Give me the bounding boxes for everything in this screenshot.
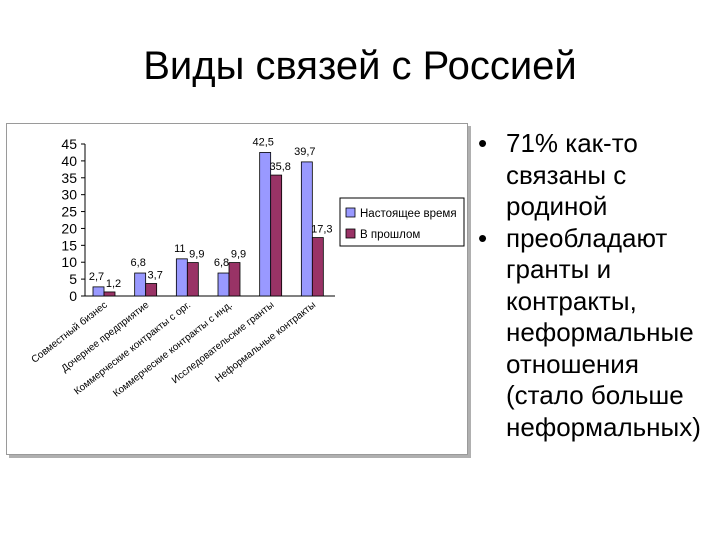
bar-past xyxy=(103,291,116,297)
bar-current xyxy=(217,272,230,297)
bullet-item: • преобладают гранты и контракты, неформ… xyxy=(478,223,718,444)
bar-current xyxy=(92,286,105,297)
y-tick-label: 30 xyxy=(61,187,77,203)
data-label: 1,2 xyxy=(106,278,121,290)
bar-current xyxy=(134,272,147,297)
bar-past xyxy=(145,283,158,297)
data-label: 17,3 xyxy=(311,224,332,236)
y-tick-label: 35 xyxy=(61,170,77,186)
legend-swatch-current xyxy=(345,207,356,218)
bar-past xyxy=(186,262,199,297)
y-tick-label: 45 xyxy=(61,136,77,152)
data-label: 6,8 xyxy=(214,257,229,269)
bullet-text: 71% как-то связаны с родиной xyxy=(506,128,638,221)
bar-current xyxy=(300,161,313,297)
data-label: 6,8 xyxy=(131,257,146,269)
data-label: 9,9 xyxy=(231,249,246,261)
data-label: 39,7 xyxy=(294,146,315,158)
bullet-marker: • xyxy=(478,222,488,253)
y-tick-label: 15 xyxy=(61,237,77,253)
data-label: 35,8 xyxy=(269,161,290,173)
y-tick-label: 5 xyxy=(69,271,77,287)
data-label: 2,7 xyxy=(89,271,104,283)
bar-current xyxy=(175,258,188,297)
data-label: 11 xyxy=(174,243,185,255)
data-label: 42,5 xyxy=(252,136,273,148)
bar-past xyxy=(228,262,241,297)
y-tick-label: 0 xyxy=(69,288,77,304)
legend-label: Настоящее время xyxy=(360,208,457,220)
category-label: Совместный бизнес xyxy=(29,299,110,366)
data-label: 9,9 xyxy=(189,249,204,261)
bullet-marker: • xyxy=(478,128,488,158)
y-tick-label: 40 xyxy=(61,153,77,169)
bar-current xyxy=(259,152,272,297)
y-tick-label: 20 xyxy=(61,220,77,236)
data-label: 3,7 xyxy=(148,270,163,282)
y-tick-label: 25 xyxy=(61,204,77,220)
bullet-text: преобладают гранты и контракты, неформал… xyxy=(506,222,701,442)
legend-swatch-past xyxy=(345,228,356,239)
slide-title: Виды связей с Россией xyxy=(143,44,577,88)
legend-box xyxy=(339,197,465,247)
chart-frame: 0 5 10 15 20 25 30 35 40 45 2,7 6,8 11 6,8 42,5 39,7 1,2… xyxy=(6,123,468,455)
bar-past xyxy=(311,237,324,297)
bullet-item: • 71% как-то связаны с родиной xyxy=(478,128,718,223)
bar-past xyxy=(270,174,283,297)
legend-label: В прошлом xyxy=(360,229,420,241)
y-tick-label: 10 xyxy=(61,254,77,270)
bullet-list: • 71% как-то связаны с родиной • преобла… xyxy=(478,128,718,443)
